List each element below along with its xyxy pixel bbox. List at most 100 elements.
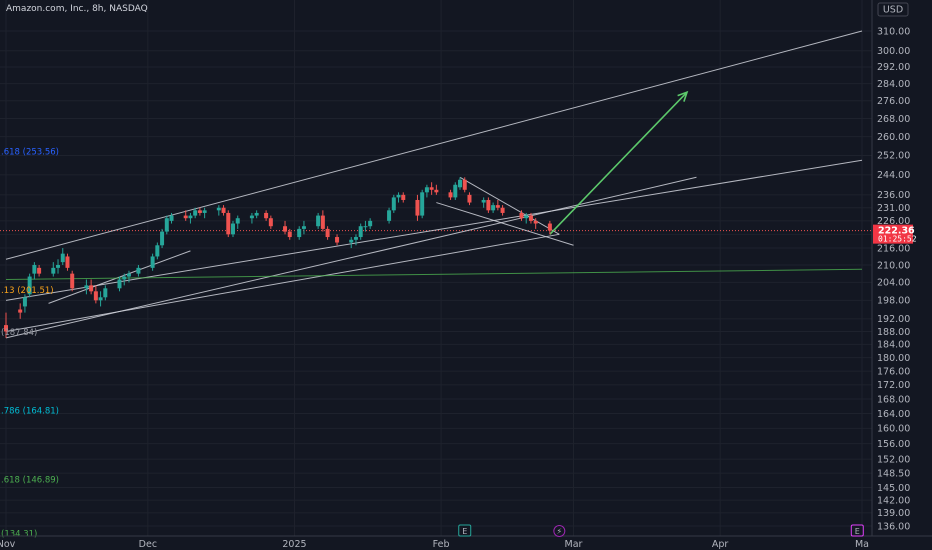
candle[interactable] — [401, 192, 406, 203]
candle[interactable] — [126, 270, 131, 283]
candles[interactable] — [4, 177, 552, 338]
trendline-channel-upper[interactable] — [5, 30, 863, 260]
trendline-wedge-top[interactable] — [459, 176, 560, 235]
candle[interactable] — [51, 262, 56, 277]
candle[interactable] — [391, 194, 396, 213]
candle[interactable] — [486, 197, 491, 213]
candle[interactable] — [495, 199, 500, 211]
candle[interactable] — [183, 210, 188, 221]
candle[interactable] — [335, 234, 340, 246]
candle[interactable] — [396, 192, 401, 203]
candle[interactable] — [98, 291, 103, 307]
candle[interactable] — [528, 212, 533, 224]
earnings-icon[interactable]: E — [850, 524, 864, 537]
candle[interactable] — [221, 205, 226, 216]
candle[interactable] — [349, 237, 354, 249]
candle[interactable] — [316, 212, 321, 229]
candle[interactable] — [22, 294, 27, 313]
candle[interactable] — [462, 177, 467, 193]
candle[interactable] — [164, 215, 169, 235]
candle[interactable] — [27, 273, 32, 298]
trendline-channel-lower[interactable] — [5, 159, 863, 301]
candle[interactable] — [264, 210, 269, 221]
candle[interactable] — [155, 242, 160, 260]
trendline-support[interactable] — [5, 268, 863, 280]
candle[interactable] — [519, 210, 524, 221]
candle[interactable] — [448, 189, 453, 200]
candle[interactable] — [467, 192, 472, 206]
event-marker-label: ⚡ — [557, 527, 563, 536]
candle[interactable] — [481, 197, 486, 208]
candle[interactable] — [524, 212, 529, 224]
candle[interactable] — [424, 184, 429, 198]
candle[interactable] — [297, 226, 302, 240]
candle[interactable] — [358, 223, 363, 240]
trendline-wedge-bottom[interactable] — [436, 202, 574, 246]
price-tick-label: 142.00 — [877, 495, 910, 506]
candle[interactable] — [320, 210, 325, 232]
candle[interactable] — [136, 264, 141, 277]
candle[interactable] — [32, 262, 37, 280]
candle[interactable] — [547, 220, 552, 235]
candle[interactable] — [458, 177, 463, 190]
price-tick-label: 160.00 — [877, 424, 910, 435]
candle[interactable] — [249, 212, 254, 224]
candle[interactable] — [93, 285, 98, 304]
candle[interactable] — [415, 194, 420, 221]
candle[interactable] — [429, 182, 434, 195]
candle[interactable] — [226, 210, 231, 238]
price-tick-label: 210.00 — [877, 260, 910, 271]
candle[interactable] — [216, 205, 221, 216]
split-icon[interactable]: ⚡ — [553, 525, 566, 537]
candle[interactable] — [268, 215, 273, 229]
candle[interactable] — [368, 218, 373, 229]
candle[interactable] — [117, 276, 122, 292]
candle[interactable] — [4, 312, 8, 338]
candle[interactable] — [231, 220, 236, 238]
candle[interactable] — [89, 279, 94, 295]
candle[interactable] — [160, 228, 165, 249]
candle[interactable] — [150, 253, 155, 271]
candle[interactable] — [188, 212, 193, 224]
candle[interactable] — [301, 220, 306, 235]
trendline-base-channel[interactable] — [5, 233, 560, 332]
candle[interactable] — [103, 285, 108, 301]
candle[interactable] — [387, 207, 392, 224]
candle[interactable] — [453, 182, 458, 200]
candle[interactable] — [283, 220, 288, 235]
candle[interactable] — [84, 279, 89, 295]
candle[interactable] — [533, 218, 538, 229]
candle[interactable] — [37, 264, 42, 277]
price-tick-label: 292.00 — [877, 62, 910, 73]
candle[interactable] — [235, 215, 240, 229]
candle[interactable] — [254, 210, 259, 219]
candle[interactable] — [202, 207, 207, 219]
candle[interactable] — [325, 226, 330, 240]
candle[interactable] — [363, 220, 368, 232]
candle[interactable] — [122, 273, 127, 286]
candle[interactable] — [193, 207, 198, 219]
candle-body — [56, 264, 61, 268]
candle[interactable] — [491, 202, 496, 213]
earnings-icon[interactable]: E — [458, 524, 472, 537]
candle[interactable] — [197, 207, 202, 216]
candle[interactable] — [353, 234, 358, 246]
event-markers[interactable]: E ⚡ E — [458, 524, 864, 537]
candle[interactable] — [56, 259, 61, 274]
projection-arrow[interactable] — [549, 91, 688, 235]
candle[interactable] — [287, 228, 292, 240]
currency-button[interactable] — [877, 2, 909, 17]
candle[interactable] — [169, 212, 174, 224]
price-axis[interactable]: 310.00 300.00 292.00 284.00 276.00 268.00 260.… — [877, 26, 910, 532]
candle[interactable] — [434, 184, 439, 195]
time-axis[interactable]: Nov Dec 2025 Feb Mar Apr Ma — [0, 539, 869, 550]
candle[interactable] — [70, 270, 75, 292]
candle[interactable] — [65, 253, 70, 271]
candle[interactable] — [18, 303, 23, 319]
candle[interactable] — [60, 248, 65, 265]
candle[interactable] — [500, 205, 505, 216]
candle-body — [164, 218, 169, 232]
candle[interactable] — [420, 189, 425, 219]
